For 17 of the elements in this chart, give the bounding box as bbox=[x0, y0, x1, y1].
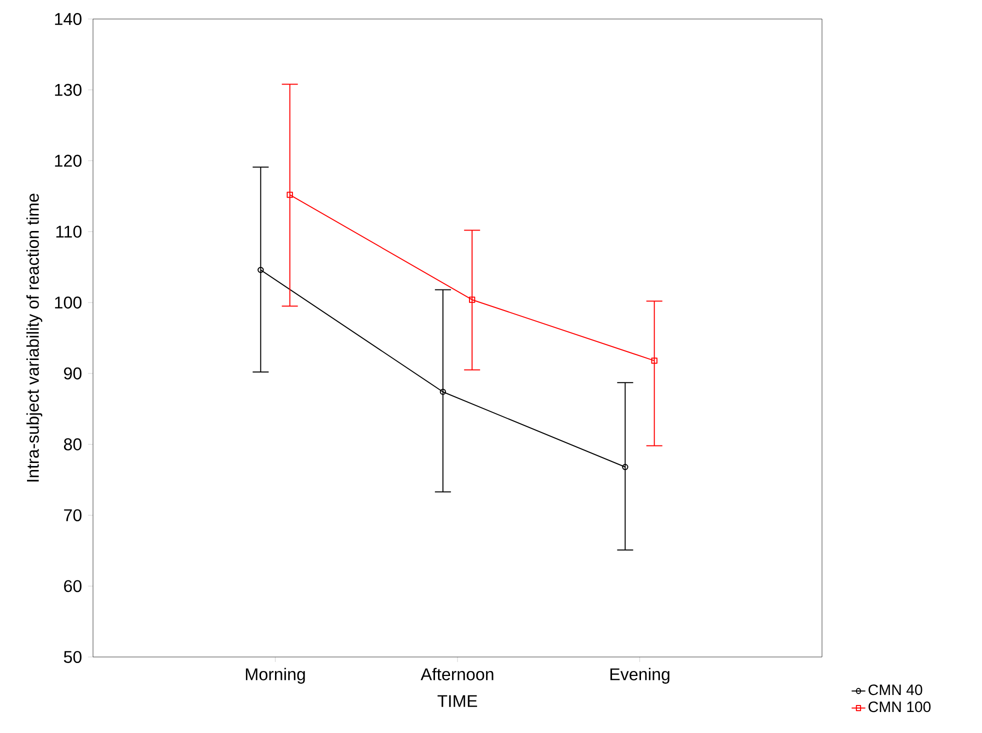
x-tick-label: Morning bbox=[246, 668, 305, 684]
y-tick-label: 100 bbox=[55, 296, 82, 309]
y-tick-label: 60 bbox=[64, 580, 82, 592]
y-tick-label: 130 bbox=[55, 84, 82, 96]
y-tick-label: 120 bbox=[55, 154, 82, 167]
x-tick-label: Evening bbox=[610, 668, 670, 684]
y-tick-label: 90 bbox=[64, 367, 82, 380]
y-tick-label: 80 bbox=[64, 438, 82, 450]
legend-label: CMN 100 bbox=[868, 702, 931, 712]
y-axis-title: Intra-subject variability of reaction time bbox=[26, 194, 42, 482]
legend-label: CMN 40 bbox=[868, 684, 922, 696]
y-tick-label: 110 bbox=[56, 226, 82, 238]
y-tick-label: 50 bbox=[64, 650, 82, 664]
y-tick-label: 140 bbox=[55, 12, 82, 26]
y-tick-label: 70 bbox=[64, 509, 82, 522]
x-tick-label: Afternoon bbox=[420, 668, 494, 680]
x-axis-title: TIME bbox=[438, 695, 478, 707]
